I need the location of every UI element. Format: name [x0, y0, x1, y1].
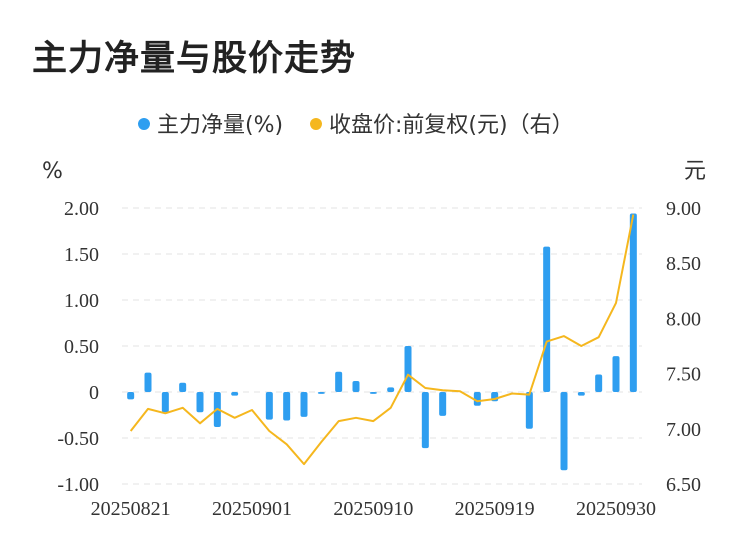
bar — [595, 374, 603, 392]
bar — [161, 392, 169, 413]
right-tick-label: 8.00 — [666, 308, 701, 330]
left-tick-label: 1.50 — [64, 244, 99, 266]
left-tick-label: 0 — [89, 382, 99, 404]
right-tick-label: 8.50 — [666, 253, 701, 275]
bar — [300, 392, 308, 417]
bar — [265, 392, 273, 420]
x-tick-label: 20250930 — [576, 498, 656, 520]
bar — [283, 392, 291, 421]
bar — [387, 387, 395, 392]
bar — [629, 213, 637, 392]
x-tick-label: 20250919 — [455, 498, 535, 520]
bar — [421, 392, 429, 449]
bar — [473, 392, 481, 406]
right-tick-label: 9.00 — [666, 198, 701, 220]
left-axis-unit: % — [42, 159, 63, 184]
bar — [352, 380, 360, 392]
legend-dot-main-net — [138, 118, 150, 130]
legend-dot-close-price — [310, 118, 322, 130]
bar — [612, 356, 620, 392]
legend: 主力净量(%) 收盘价:前复权(元)（右） — [138, 113, 574, 138]
bar — [525, 392, 533, 429]
bar — [196, 392, 204, 413]
bar — [144, 372, 152, 392]
bar — [404, 346, 412, 392]
left-tick-label: 2.00 — [64, 198, 99, 220]
bar — [317, 392, 325, 394]
bar — [439, 392, 447, 416]
bar — [335, 371, 343, 392]
x-tick-label: 20250901 — [212, 498, 292, 520]
bar — [577, 392, 585, 396]
x-tick-label: 20250910 — [333, 498, 413, 520]
left-axis-ticks: 2.00 1.50 1.00 0.50 0 -0.50 -1.00 — [57, 198, 99, 496]
x-axis-ticks: 20250821 20250901 20250910 20250919 20250930 — [91, 498, 656, 520]
bar — [369, 392, 377, 394]
line-series — [129, 214, 635, 466]
right-axis-ticks: 9.00 8.50 8.00 7.50 7.00 6.50 — [666, 198, 701, 496]
left-tick-label: -0.50 — [57, 428, 99, 450]
bar — [543, 246, 551, 392]
gridlines — [122, 207, 642, 485]
chart-title: 主力净量与股价走势 — [32, 39, 357, 79]
left-tick-label: 0.50 — [64, 336, 99, 358]
legend-label-main-net: 主力净量(%) — [157, 113, 283, 138]
bar — [179, 382, 187, 392]
bar — [560, 392, 568, 471]
bar — [127, 392, 135, 400]
left-tick-label: -1.00 — [57, 474, 99, 496]
bar — [231, 392, 239, 396]
right-tick-label: 7.50 — [666, 364, 701, 386]
bar-series — [127, 213, 637, 471]
right-tick-label: 6.50 — [666, 474, 701, 496]
x-tick-label: 20250821 — [91, 498, 171, 520]
right-tick-label: 7.00 — [666, 419, 701, 441]
left-tick-label: 1.00 — [64, 290, 99, 312]
right-axis-unit: 元 — [684, 159, 706, 184]
close-price-line — [129, 214, 635, 466]
legend-label-close-price: 收盘价:前复权(元)（右） — [329, 113, 574, 138]
